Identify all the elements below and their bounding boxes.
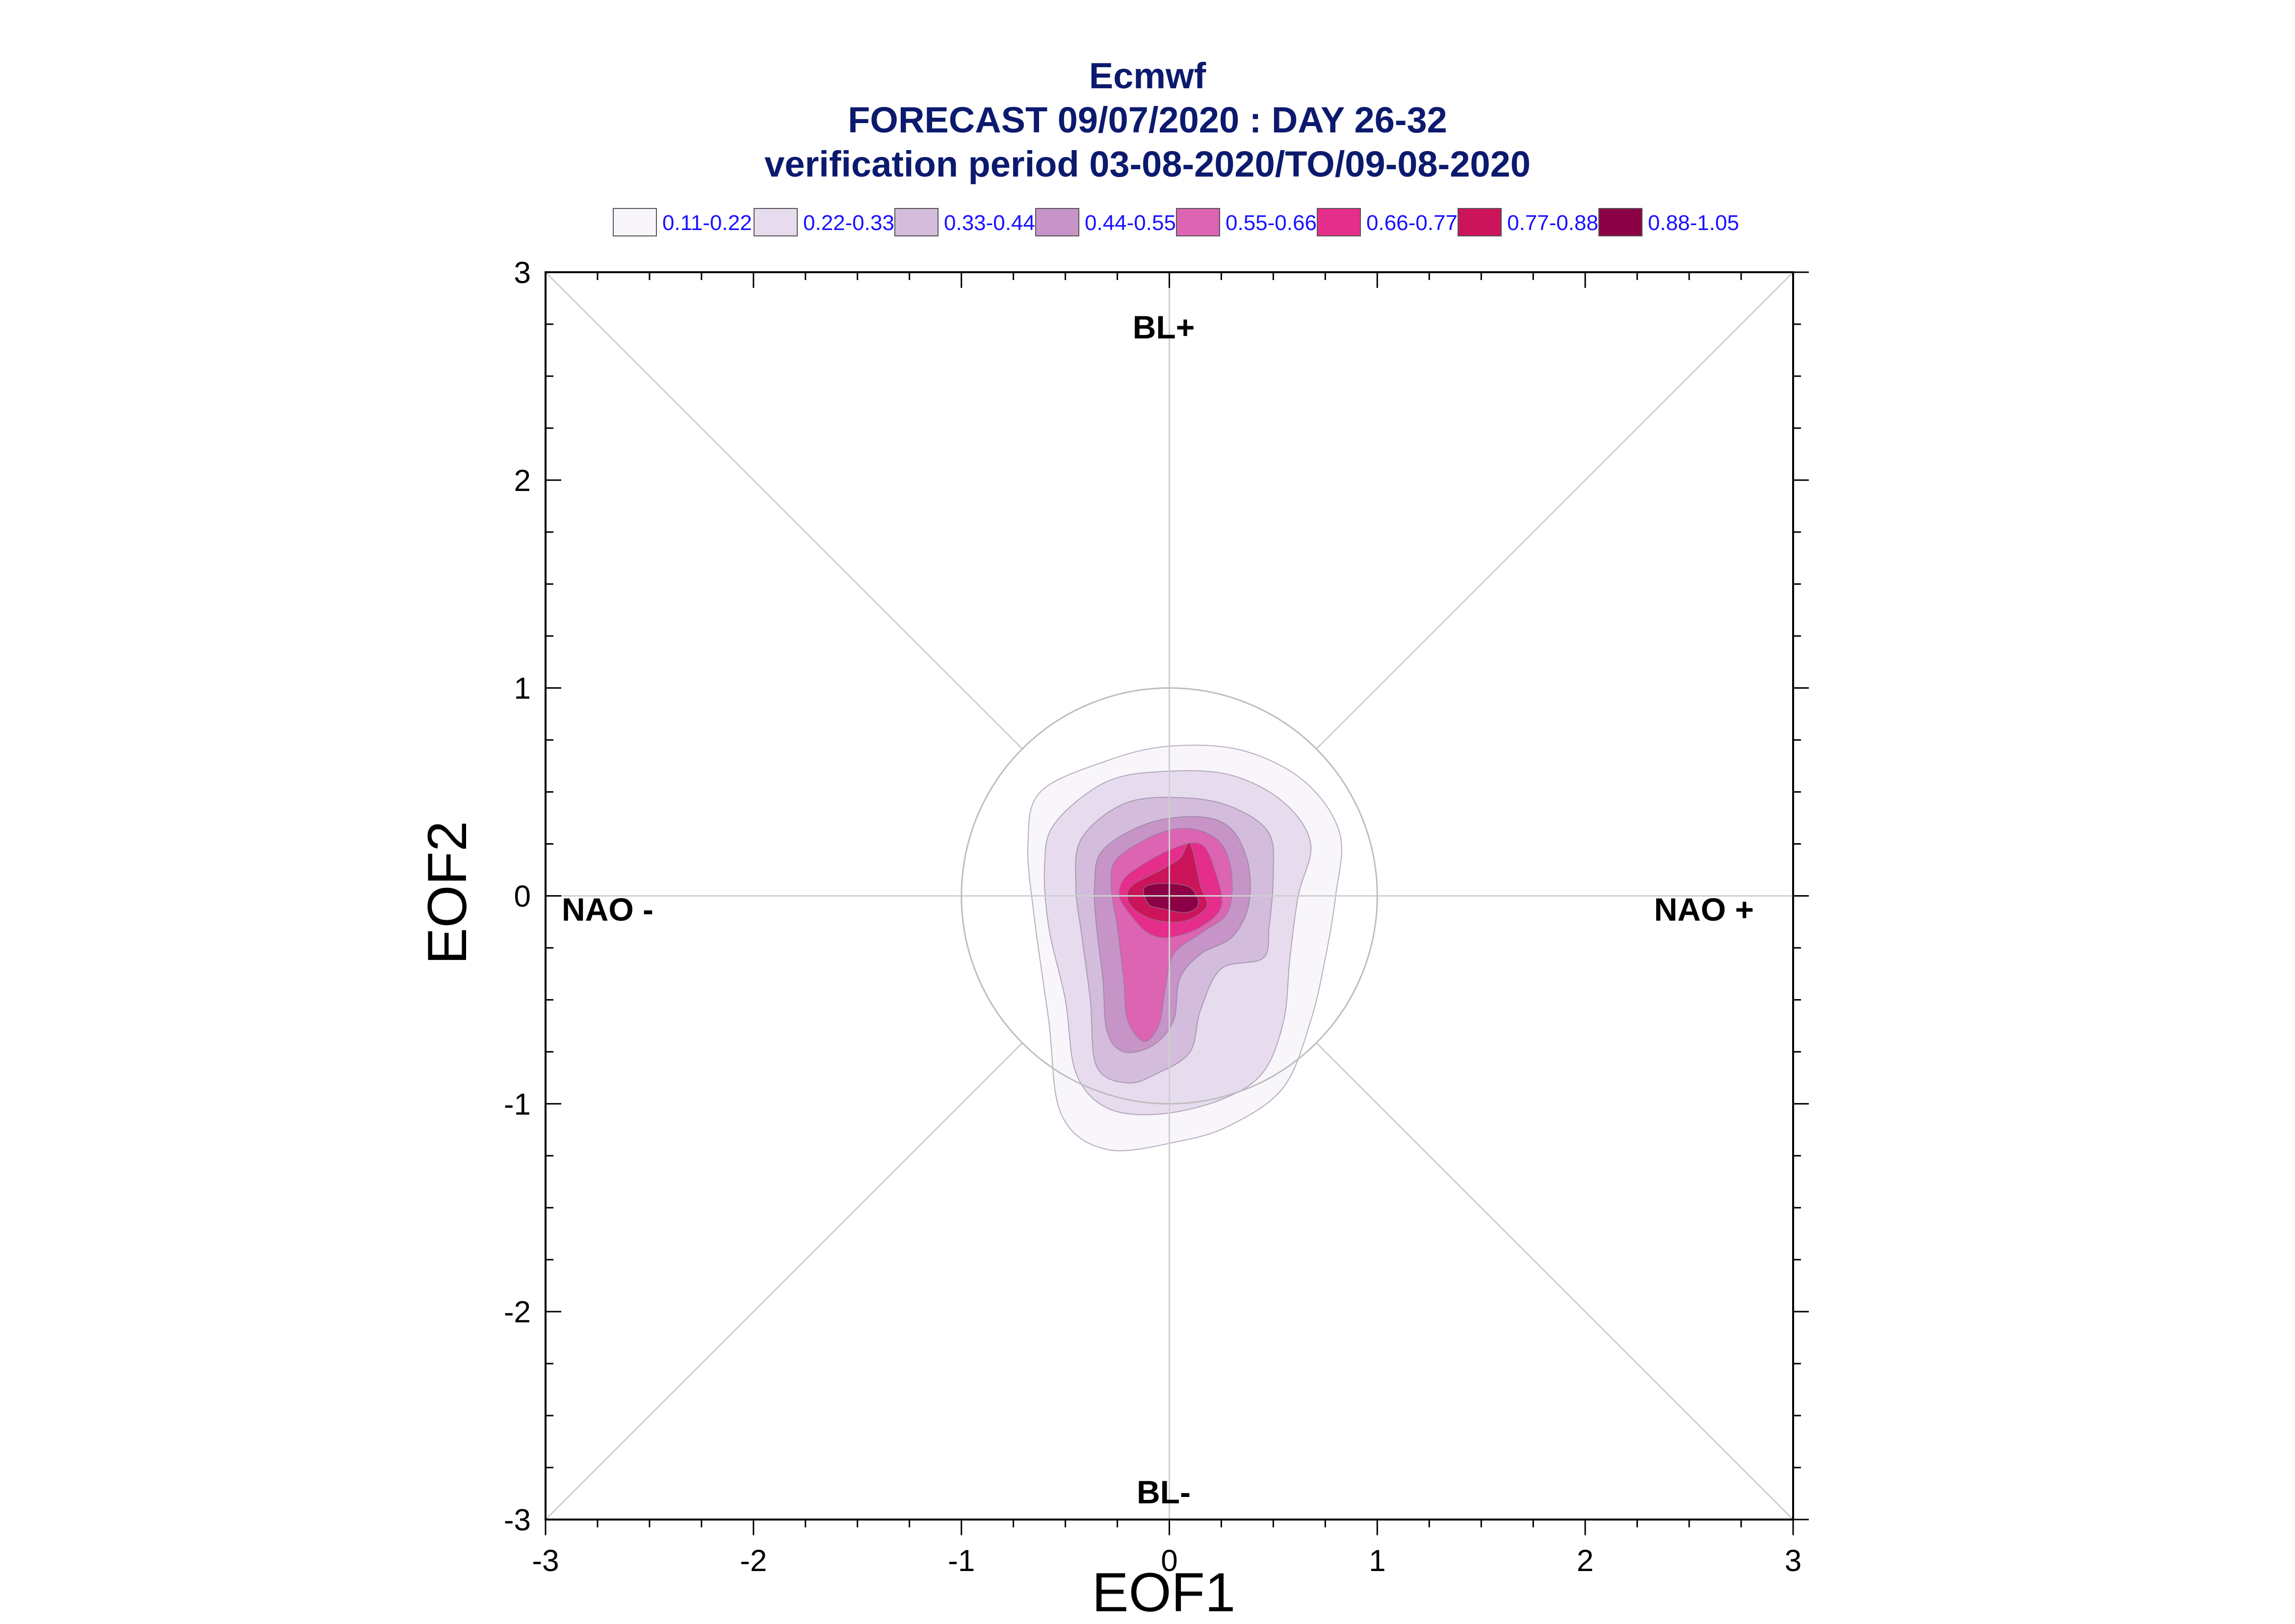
legend-swatch [1317, 208, 1361, 236]
legend-label: 0.77-0.88 [1507, 211, 1598, 235]
x-axis-title: EOF1 [1092, 1562, 1236, 1623]
legend-label: 0.11-0.22 [662, 211, 752, 235]
x-tick-label: -1 [948, 1544, 975, 1578]
x-tick-label: -2 [740, 1544, 767, 1578]
y-tick-label: -3 [504, 1503, 531, 1537]
regime-label-nao-minus: NAO - [562, 891, 653, 928]
legend-label: 0.22-0.33 [803, 211, 894, 235]
y-tick-label: 3 [514, 256, 531, 290]
chart-subtitle-verification: verification period 03-08-2020/TO/09-08-… [764, 144, 1531, 184]
axis-ticks [545, 271, 1809, 1535]
legend-label: 0.44-0.55 [1085, 211, 1176, 235]
regime-label-bl-plus: BL+ [1133, 309, 1195, 345]
y-tick-label: 2 [514, 464, 531, 498]
plot-area [545, 271, 1809, 1535]
legend-label: 0.33-0.44 [944, 211, 1035, 235]
contour-level-8 [1143, 883, 1199, 913]
legend-swatch [894, 208, 939, 236]
legend-swatch [1035, 208, 1079, 236]
chart-title: Ecmwf [1089, 55, 1206, 96]
reference-lines [546, 272, 1793, 1520]
density-contours [1027, 745, 1342, 1152]
y-tick-label: -2 [504, 1295, 531, 1329]
x-tick-label: 0 [1161, 1544, 1177, 1578]
reference-circle [961, 687, 1378, 1105]
legend: 0.11-0.22 0.22-0.33 0.33-0.44 0.44-0.55 0.55… [613, 208, 1739, 236]
regime-label-nao-plus: NAO + [1654, 891, 1754, 928]
legend-label: 0.66-0.77 [1366, 211, 1458, 235]
legend-swatch [1176, 208, 1220, 236]
y-axis-title: EOF2 [417, 821, 478, 965]
y-tick-labels: 3 2 1 0 -1 -2 -3 [504, 256, 531, 1537]
y-tick-label: 1 [514, 672, 531, 706]
legend-swatch [1458, 208, 1502, 236]
chart-subtitle-forecast: FORECAST 09/07/2020 : DAY 26-32 [848, 100, 1447, 140]
legend-swatch [1598, 208, 1643, 236]
x-tick-label: 2 [1577, 1544, 1593, 1578]
x-tick-label: -3 [532, 1544, 559, 1578]
y-tick-label: -1 [504, 1087, 531, 1121]
y-tick-label: 0 [514, 880, 531, 914]
regime-label-bl-minus: BL- [1137, 1474, 1191, 1510]
legend-label: 0.88-1.05 [1648, 211, 1739, 235]
legend-swatch [754, 208, 798, 236]
legend-swatch [613, 208, 657, 236]
x-tick-labels: -3 -2 -1 0 1 2 3 [532, 1544, 1801, 1578]
x-tick-label: 3 [1785, 1544, 1801, 1578]
legend-label: 0.55-0.66 [1226, 211, 1317, 235]
x-tick-label: 1 [1369, 1544, 1385, 1578]
